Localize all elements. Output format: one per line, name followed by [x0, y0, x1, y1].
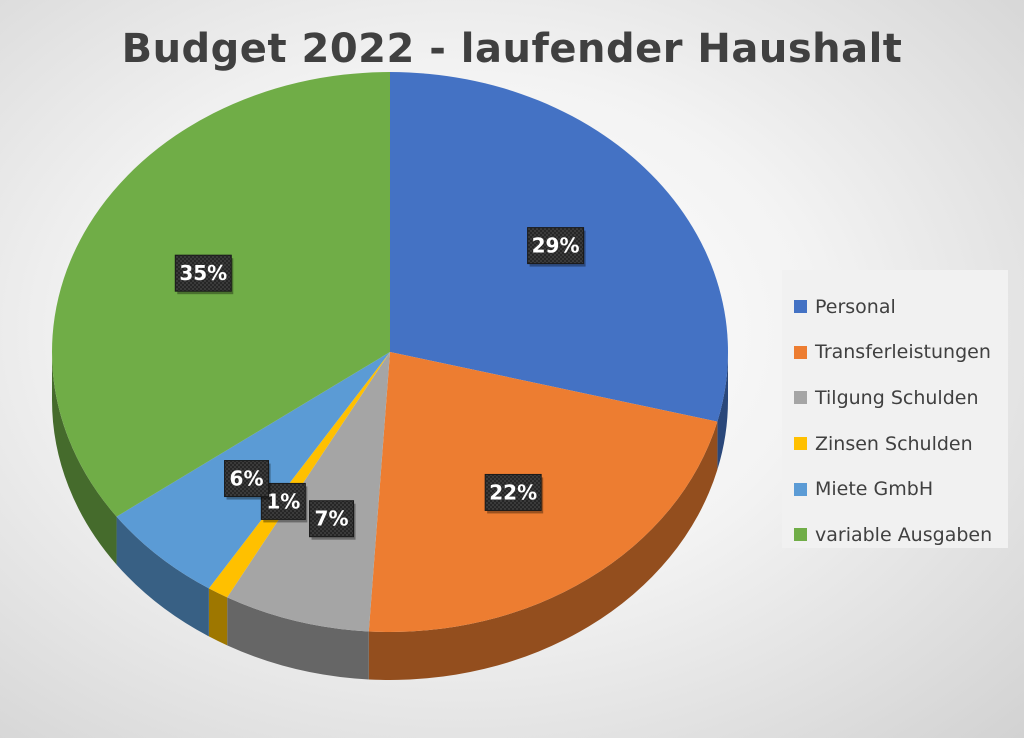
pie-side-miete-gmbh	[116, 516, 209, 637]
legend-swatch	[794, 528, 807, 542]
chart-title: Budget 2022 - laufender Haushalt	[121, 26, 903, 72]
data-label-text: 35%	[179, 261, 227, 285]
data-label-text: 22%	[489, 480, 537, 504]
data-label-text: 29%	[532, 234, 580, 258]
pie-slice-zinsen-schulden	[208, 352, 390, 598]
legend-label: Tilgung Schulden	[815, 386, 979, 409]
legend-item-transferleistungen: Transferleistungen	[782, 330, 1008, 376]
pie-side-personal	[717, 352, 728, 470]
pie-side-variable-ausgaben	[52, 352, 117, 565]
data-label-text: 7%	[315, 507, 349, 531]
data-label-variable-ausgaben: 35%	[174, 254, 234, 295]
legend-label: Miete GmbH	[815, 478, 934, 501]
data-label-personal: 29%	[527, 227, 586, 267]
legend-label: variable Ausgaben	[815, 523, 993, 546]
legend-item-variable-ausgaben: variable Ausgaben	[782, 512, 1008, 558]
legend-item-tilgung-schulden: Tilgung Schulden	[782, 375, 1008, 421]
data-label-transferleistungen: 22%	[484, 473, 544, 514]
legend-swatch	[794, 437, 807, 451]
legend-swatch	[794, 345, 807, 359]
legend-swatch	[794, 391, 807, 405]
pie-side-tilgung-schulden	[227, 597, 369, 680]
data-label-text: 6%	[230, 467, 264, 491]
pie-side-zinsen-schulden	[208, 588, 228, 646]
pie-slice-transferleistungen	[368, 352, 718, 632]
data-label-text: 1%	[266, 489, 300, 513]
data-label-miete-gmbh: 6%	[224, 460, 271, 500]
legend-swatch	[794, 300, 807, 314]
legend-item-zinsen-schulden: Zinsen Schulden	[782, 421, 1008, 467]
pie-side-transferleistungen	[368, 421, 718, 681]
legend-swatch	[794, 482, 807, 496]
legend-label: Personal	[815, 295, 896, 318]
legend-item-miete-gmbh: Miete GmbH	[782, 466, 1008, 512]
legend-label: Zinsen Schulden	[815, 432, 973, 455]
data-label-tilgung-schulden: 7%	[309, 500, 356, 540]
pie-slice-variable-ausgaben	[51, 72, 391, 517]
legend-item-personal: Personal	[782, 284, 1008, 330]
legend-label: Transferleistungen	[815, 341, 991, 364]
pie-slice-tilgung-schulden	[227, 352, 390, 632]
chart-legend: Personal Transferleistungen Tilgung Schu…	[782, 270, 1008, 548]
